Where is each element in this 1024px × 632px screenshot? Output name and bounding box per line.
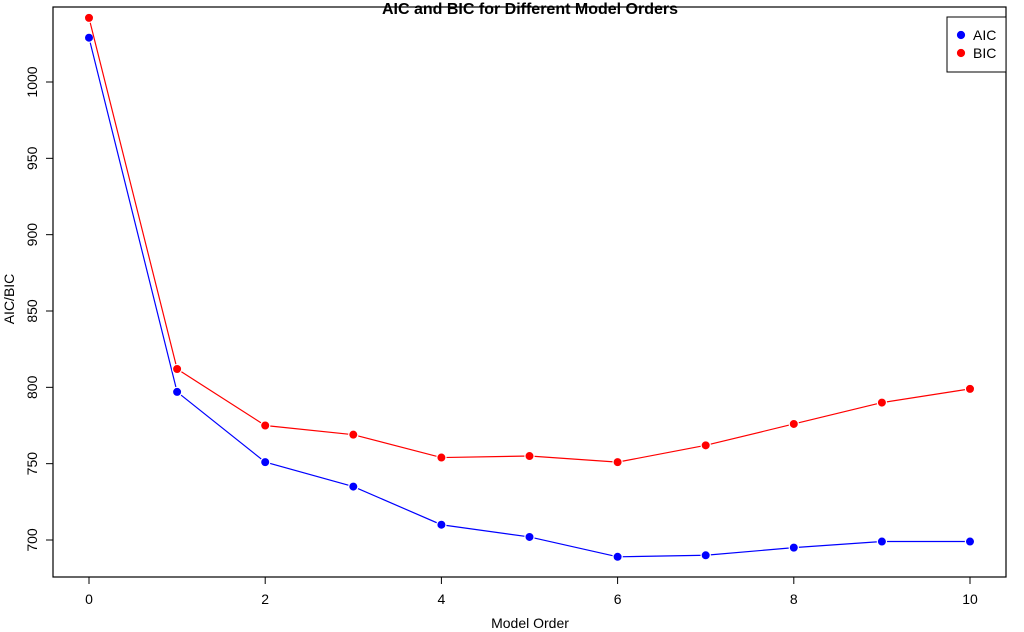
y-tick-label: 850 — [24, 299, 40, 323]
x-tick-label: 6 — [614, 591, 622, 607]
x-tick-label: 2 — [261, 591, 269, 607]
y-tick-label: 750 — [24, 452, 40, 476]
series-line-aic — [88, 37, 970, 558]
x-axis: 0 2 4 6 8 10 — [85, 576, 978, 607]
data-point-aic — [83, 32, 95, 43]
y-axis: 700 750 800 850 900 950 1000 — [24, 66, 54, 552]
legend-label-aic: AIC — [973, 27, 996, 43]
data-point-bic — [612, 456, 623, 468]
x-tick-label: 8 — [790, 591, 798, 607]
x-axis-label: Model Order — [491, 615, 569, 631]
legend-box — [946, 16, 1007, 73]
data-point-aic — [964, 536, 976, 547]
legend-marker-bic — [955, 47, 967, 59]
data-point-bic — [788, 418, 800, 430]
data-point-aic — [524, 531, 535, 543]
data-point-bic — [83, 12, 95, 24]
series-aic — [83, 32, 976, 562]
data-point-bic — [700, 440, 711, 451]
legend-label-bic: BIC — [973, 45, 996, 61]
data-point-aic — [876, 536, 888, 547]
data-point-bic — [260, 420, 271, 431]
y-tick-label: 700 — [24, 528, 40, 552]
data-point-bic — [436, 452, 447, 463]
plot-area — [52, 6, 1007, 578]
legend: AIC BIC — [946, 16, 1007, 73]
data-point-aic — [348, 481, 359, 492]
data-point-bic — [964, 383, 976, 395]
data-point-aic — [436, 519, 447, 530]
data-point-aic — [612, 551, 623, 562]
series-bic — [83, 12, 976, 468]
x-tick-label: 0 — [85, 591, 93, 607]
y-tick-label: 950 — [24, 146, 40, 170]
series-layer — [83, 12, 976, 562]
data-point-aic — [260, 456, 271, 468]
data-point-bic — [524, 450, 535, 462]
series-line-bic — [88, 17, 971, 463]
y-tick-label: 900 — [24, 223, 40, 247]
y-axis-label: AIC/BIC — [1, 274, 17, 325]
data-point-bic — [348, 429, 359, 440]
chart-title: AIC and BIC for Different Model Orders — [382, 1, 678, 18]
data-point-bic — [876, 397, 888, 408]
x-tick-label: 4 — [438, 591, 446, 607]
legend-marker-aic — [955, 29, 967, 41]
x-tick-label: 10 — [962, 591, 978, 607]
data-point-aic — [700, 550, 711, 561]
data-point-bic — [171, 363, 183, 375]
data-point-aic — [788, 542, 800, 553]
data-point-aic — [171, 386, 183, 398]
y-tick-label: 800 — [24, 375, 40, 399]
y-tick-label: 1000 — [24, 66, 40, 97]
